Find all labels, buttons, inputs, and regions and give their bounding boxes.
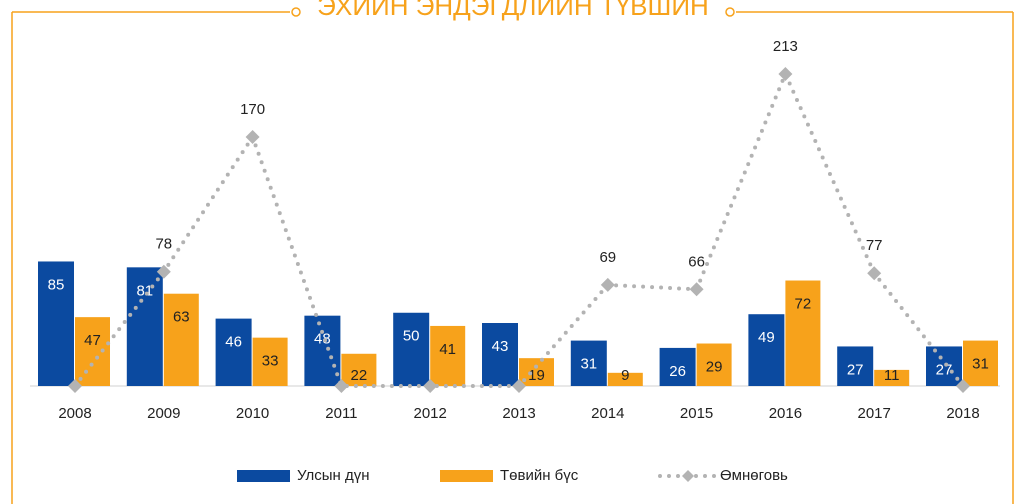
- data-label: 11: [884, 367, 900, 384]
- line-marker: [156, 264, 171, 279]
- data-label: 33: [262, 353, 279, 370]
- data-label: 31: [580, 356, 597, 373]
- line-marker: [956, 379, 970, 393]
- data-label: 43: [492, 338, 509, 355]
- data-label: 27: [936, 361, 953, 378]
- data-label: 50: [403, 328, 420, 345]
- bar: [163, 293, 199, 386]
- data-label: 29: [706, 358, 723, 375]
- legend-swatch: [682, 470, 694, 482]
- bar: [482, 323, 518, 386]
- bar: [38, 261, 74, 386]
- x-tick-label: 2018: [946, 405, 979, 422]
- line-marker: [689, 282, 704, 297]
- data-label: 69: [599, 249, 616, 266]
- line-marker: [68, 379, 82, 393]
- line-marker: [778, 66, 793, 81]
- x-tick-label: 2012: [414, 405, 447, 422]
- bar: [430, 325, 466, 386]
- legend-label: Улсын дүн: [297, 467, 370, 484]
- data-label: 77: [866, 237, 883, 254]
- frame-dot: [725, 7, 735, 17]
- x-tick-label: 2011: [325, 405, 357, 422]
- x-tick-label: 2013: [502, 405, 535, 422]
- legend-swatch: [440, 470, 493, 482]
- data-label: 47: [84, 332, 101, 349]
- line-marker: [512, 379, 526, 393]
- data-label: 78: [155, 236, 172, 253]
- line-marker: [600, 277, 615, 292]
- data-label: 9: [621, 367, 629, 384]
- x-tick-label: 2015: [680, 405, 713, 422]
- data-label: 66: [688, 253, 705, 270]
- bar: [304, 315, 341, 386]
- bar: [126, 267, 163, 386]
- bar: [785, 280, 821, 386]
- line: [73, 68, 965, 388]
- data-label: 27: [847, 361, 864, 378]
- x-tick-label: 2017: [858, 405, 891, 422]
- data-label: 48: [314, 331, 331, 348]
- bar: [252, 337, 288, 386]
- data-label: 31: [972, 356, 989, 373]
- line-marker: [867, 266, 882, 281]
- data-label: 46: [225, 334, 242, 351]
- line-marker: [245, 129, 260, 144]
- bar: [963, 340, 998, 386]
- line-marker: [334, 379, 349, 393]
- x-tick-label: 2009: [147, 405, 180, 422]
- data-label: 41: [439, 341, 456, 358]
- bar: [659, 347, 696, 386]
- frame-dot: [291, 7, 301, 17]
- data-label: 170: [240, 101, 265, 118]
- data-label: 19: [528, 367, 545, 384]
- data-label: 22: [351, 367, 368, 384]
- line-marker: [423, 379, 438, 393]
- data-label: 26: [669, 363, 686, 380]
- bar: [696, 343, 732, 386]
- x-tick-label: 2016: [769, 405, 802, 422]
- bar: [748, 314, 785, 386]
- legend-swatch: [237, 470, 290, 482]
- bar: [341, 353, 377, 386]
- data-label: 63: [173, 309, 190, 326]
- data-label: 85: [48, 276, 65, 293]
- bar: [393, 312, 430, 386]
- bar: [837, 346, 874, 386]
- data-label: 81: [136, 282, 153, 299]
- data-label: 49: [758, 329, 775, 346]
- data-label: 72: [795, 295, 812, 312]
- chart-title: ЭХИЙН ЭНДЭГДЛИЙН ТҮВШИН: [317, 0, 709, 21]
- bar: [607, 372, 643, 386]
- x-tick-label: 2014: [591, 405, 624, 422]
- x-tick-label: 2010: [236, 405, 269, 422]
- legend-label: Төвийн бүс: [500, 467, 579, 484]
- legend-label: Өмнөговь: [720, 467, 788, 484]
- bar: [75, 317, 110, 386]
- bar: [874, 369, 910, 386]
- bar: [570, 340, 607, 386]
- bar: [215, 318, 252, 386]
- data-label: 213: [773, 38, 798, 55]
- x-tick-label: 2008: [58, 405, 91, 422]
